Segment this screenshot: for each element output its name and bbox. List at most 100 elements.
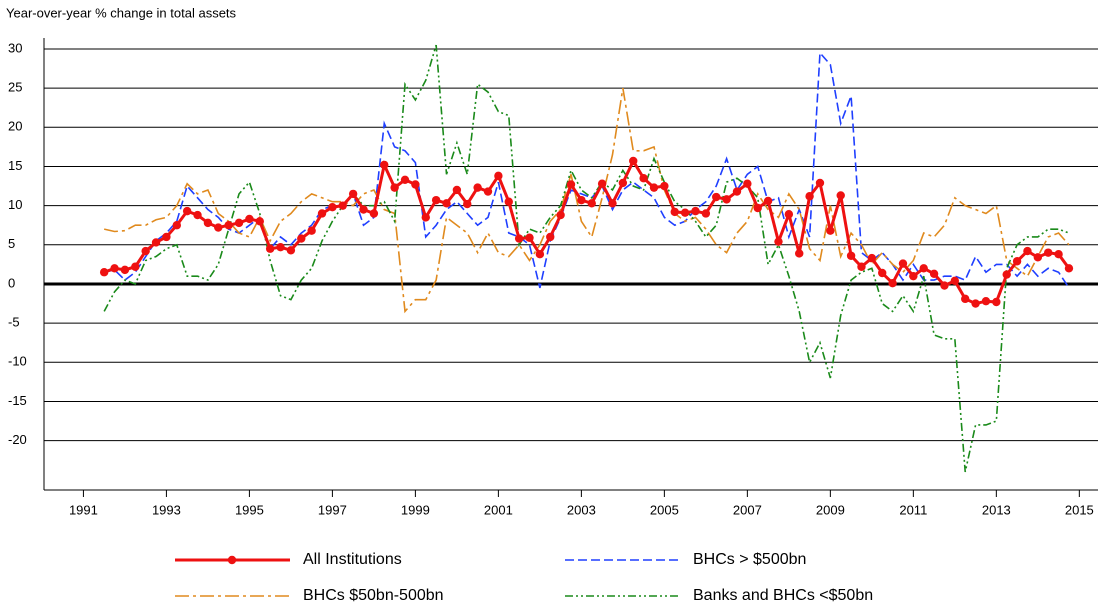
data-point [1064, 264, 1074, 273]
data-point [504, 197, 513, 206]
data-point [421, 213, 430, 222]
y-tick-label: -10 [8, 354, 27, 369]
y-tick-label: -5 [8, 315, 20, 330]
data-point [172, 221, 181, 230]
data-point [265, 244, 275, 253]
x-tick-label: 2013 [982, 502, 1011, 517]
data-point [826, 226, 835, 235]
data-point [380, 160, 389, 170]
data-point [919, 264, 928, 273]
data-point [110, 264, 119, 273]
data-point [297, 234, 306, 243]
x-tick-label: 2009 [816, 502, 845, 517]
data-point [950, 276, 960, 286]
data-point [463, 199, 472, 209]
data-point [514, 234, 524, 243]
data-point [815, 178, 825, 188]
data-point [857, 262, 866, 271]
data-point [348, 189, 358, 199]
data-point [680, 208, 690, 217]
data-point [162, 232, 171, 242]
data-point [753, 203, 762, 213]
data-point [131, 262, 140, 271]
data-point [431, 195, 441, 205]
data-point [1044, 248, 1053, 257]
data-point [701, 209, 711, 218]
data-point [722, 195, 731, 204]
data-point [214, 223, 223, 232]
series-line [103, 157, 1071, 306]
data-point [961, 294, 970, 304]
x-tick-label: 2011 [899, 502, 927, 517]
data-point [732, 187, 742, 196]
data-point [940, 281, 949, 290]
data-point [473, 183, 482, 192]
data-point [369, 209, 379, 218]
data-point [1012, 257, 1022, 266]
data-point [660, 181, 669, 191]
data-point [784, 210, 794, 219]
data-point [224, 221, 233, 230]
data-point [629, 156, 638, 166]
x-tick-label: 1999 [401, 502, 430, 517]
data-point [795, 249, 804, 258]
data-point [411, 180, 420, 189]
data-point [639, 174, 648, 183]
x-tick-label: 2015 [1065, 502, 1094, 517]
data-point [836, 191, 845, 200]
data-point [535, 250, 545, 259]
data-point [400, 175, 410, 184]
data-point [566, 180, 576, 189]
y-tick-label: -15 [8, 393, 27, 408]
legend-label: Banks and BHCs <$50bn [693, 587, 873, 604]
legend-label: BHCs > $500bn [693, 551, 806, 568]
data-point [556, 210, 565, 220]
y-tick-label: 20 [8, 119, 22, 134]
data-point [255, 217, 264, 226]
data-point [141, 246, 150, 256]
data-point [359, 205, 368, 214]
data-point [203, 218, 213, 228]
data-point [909, 271, 918, 281]
legend-label: All Institutions [303, 551, 402, 568]
data-point [846, 251, 856, 260]
y-tick-label: 0 [8, 275, 15, 290]
data-point [608, 199, 617, 208]
x-tick-label: 2005 [650, 502, 679, 517]
data-point [649, 183, 659, 192]
y-tick-label: 10 [8, 197, 22, 212]
data-point [1054, 250, 1063, 259]
data-point [276, 242, 285, 252]
y-tick-label: 15 [8, 158, 22, 173]
x-tick-label: 2003 [567, 502, 596, 517]
data-point [981, 297, 991, 306]
y-tick-label: -20 [8, 432, 27, 447]
data-point [971, 299, 980, 308]
data-point [898, 259, 908, 268]
data-point [338, 201, 347, 210]
data-point [743, 179, 752, 188]
data-point [193, 210, 202, 220]
y-tick-label: 30 [8, 40, 22, 55]
data-point [1033, 253, 1043, 262]
x-tick-label: 2007 [733, 502, 762, 517]
data-point [1023, 246, 1032, 256]
data-point [390, 183, 399, 192]
data-point [878, 268, 887, 278]
x-tick-label: 1997 [318, 502, 347, 517]
data-point [888, 278, 897, 288]
data-point [182, 206, 192, 216]
data-point [691, 206, 700, 216]
data-point [805, 192, 814, 201]
data-point [120, 265, 130, 275]
data-point [618, 178, 628, 188]
x-tick-label: 1991 [69, 502, 98, 517]
y-tick-label: 25 [8, 80, 22, 95]
data-point [774, 237, 783, 246]
x-tick-label: 2001 [484, 502, 513, 517]
y-tick-label: 5 [8, 236, 15, 251]
data-point [546, 232, 555, 242]
series-line [103, 44, 1070, 473]
data-point [712, 192, 721, 202]
